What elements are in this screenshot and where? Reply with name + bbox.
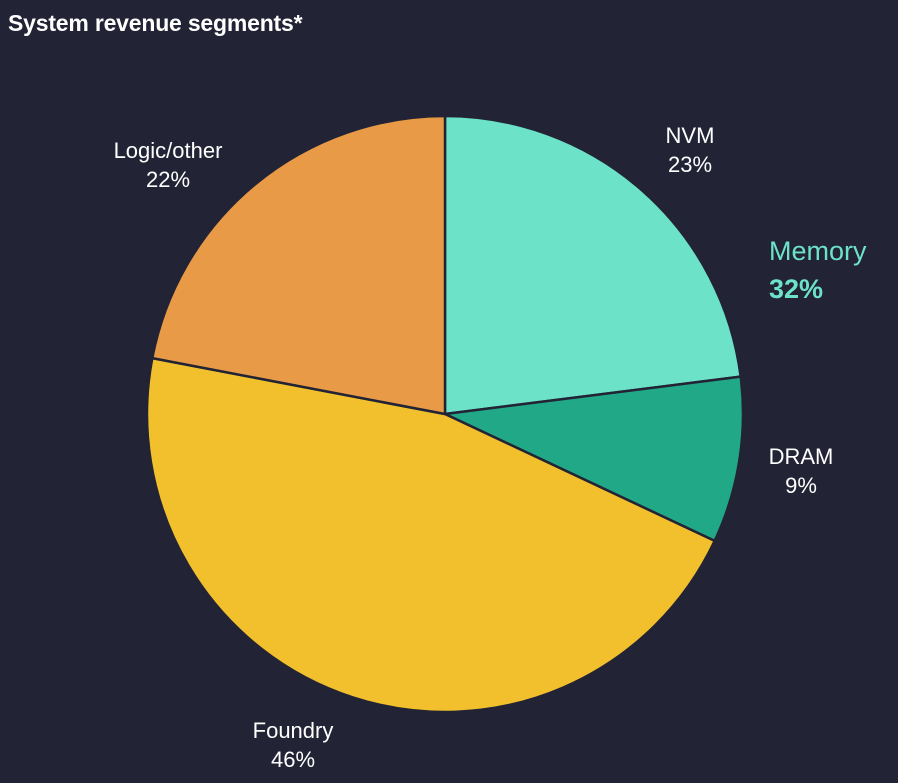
slice-value-logic-other: 22% bbox=[146, 167, 190, 192]
slice-value-foundry: 46% bbox=[271, 747, 315, 772]
pie-slice-foundry bbox=[145, 356, 716, 714]
pie-slice-logic-other bbox=[151, 114, 447, 416]
slice-value-nvm: 23% bbox=[668, 152, 712, 177]
slice-value-dram: 9% bbox=[785, 473, 817, 498]
group-label-memory: Memory bbox=[769, 236, 867, 266]
slice-label-foundry: Foundry bbox=[253, 718, 334, 743]
slice-label-nvm: NVM bbox=[666, 123, 715, 148]
pie-slice-dram bbox=[443, 375, 745, 543]
pie-labels: NVM 23% DRAM 9% Foundry 46% Logic/other 22% bbox=[114, 123, 834, 772]
group-labels: Memory 32% bbox=[769, 236, 867, 304]
slice-label-logic-other: Logic/other bbox=[114, 138, 223, 163]
chart-title: System revenue segments* bbox=[8, 10, 303, 36]
pie-slices bbox=[145, 114, 745, 714]
slice-label-dram: DRAM bbox=[769, 444, 834, 469]
pie-slice-nvm bbox=[443, 114, 742, 416]
group-value-memory: 32% bbox=[769, 274, 823, 304]
